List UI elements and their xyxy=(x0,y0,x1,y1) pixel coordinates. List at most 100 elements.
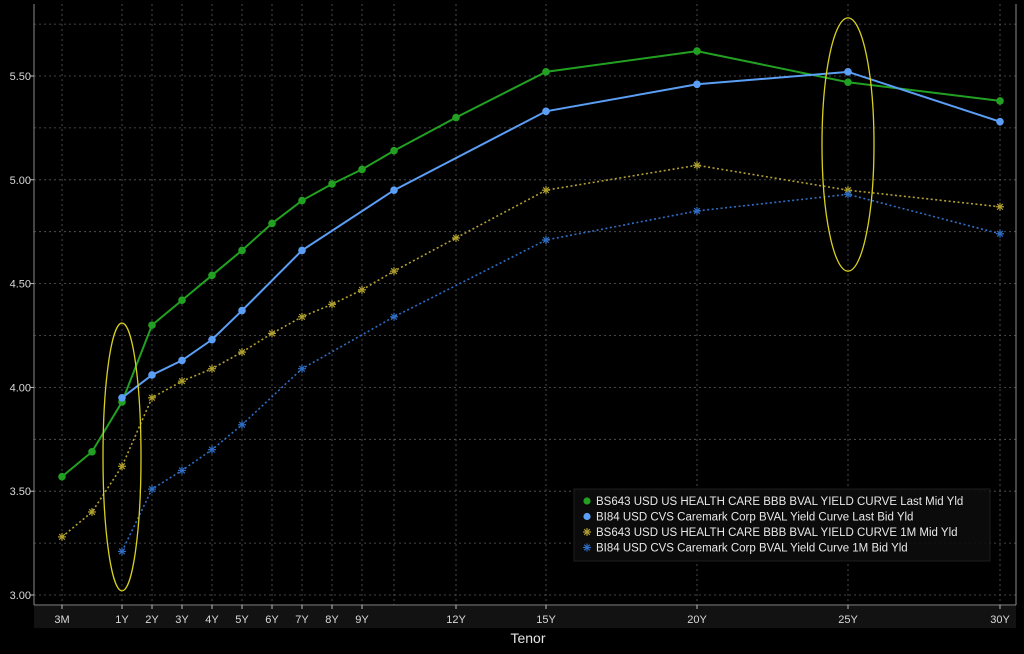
legend-label: BS643 USD US HEALTH CARE BBB BVAL YIELD … xyxy=(596,496,963,508)
data-point xyxy=(268,219,276,228)
data-point xyxy=(148,485,156,494)
data-point xyxy=(996,117,1004,126)
legend-label: BS643 USD US HEALTH CARE BBB BVAL YIELD … xyxy=(596,527,958,539)
data-point xyxy=(542,107,550,116)
x-tick-label: 3Y xyxy=(175,614,189,626)
data-point xyxy=(996,229,1004,238)
data-point xyxy=(178,466,186,475)
legend: BS643 USD US HEALTH CARE BBB BVAL YIELD … xyxy=(573,488,991,562)
data-point xyxy=(238,420,246,429)
y-tick-label: 3.50 xyxy=(10,486,31,498)
data-point xyxy=(118,462,126,471)
data-point xyxy=(148,393,156,402)
x-axis-ticks: 3M 1Y 2Y 3Y 4Y 5Y 6Y 7Y 8Y 9Y 12Y 15Y 20Y 25Y 30Y xyxy=(54,605,1010,626)
x-tick-label: 2Y xyxy=(145,614,159,626)
highlight-ellipse xyxy=(102,322,142,592)
data-point xyxy=(58,532,66,541)
data-point xyxy=(148,321,156,329)
x-tick-label: 20Y xyxy=(687,614,707,626)
x-tick-label: 1Y xyxy=(115,614,129,626)
data-point xyxy=(542,186,550,195)
data-point xyxy=(390,312,398,321)
data-point xyxy=(58,472,66,481)
data-point xyxy=(358,285,366,294)
data-point xyxy=(268,329,276,338)
data-point xyxy=(148,371,156,379)
data-point xyxy=(298,364,306,373)
data-point xyxy=(178,296,186,305)
legend-marker xyxy=(583,528,591,536)
data-point xyxy=(298,196,306,205)
data-point xyxy=(693,47,701,55)
y-tick-label: 5.50 xyxy=(10,71,31,83)
x-tick-label: 12Y xyxy=(446,614,466,626)
x-tick-label: 3M xyxy=(54,614,69,626)
data-point xyxy=(693,161,701,170)
x-tick-label: 25Y xyxy=(838,614,858,626)
x-tick-label: 15Y xyxy=(536,614,556,626)
legend-marker xyxy=(583,512,591,521)
y-tick-label: 4.00 xyxy=(10,382,31,394)
data-point xyxy=(390,267,398,276)
data-point xyxy=(298,312,306,321)
x-tick-label: 5Y xyxy=(235,614,249,626)
data-point xyxy=(88,507,96,516)
data-point xyxy=(996,202,1004,211)
data-point xyxy=(328,180,336,188)
y-tick-label: 4.50 xyxy=(10,279,31,291)
data-point xyxy=(238,246,246,255)
legend-box xyxy=(573,488,991,562)
data-point xyxy=(208,271,216,280)
grid xyxy=(34,4,1016,605)
series-1 xyxy=(58,47,1004,481)
x-tick-label: 7Y xyxy=(295,614,309,626)
x-tick-label: 9Y xyxy=(355,614,369,626)
data-point xyxy=(328,300,336,309)
series-2 xyxy=(118,68,1004,402)
x-tick-label: 4Y xyxy=(205,614,219,626)
series-4 xyxy=(118,190,1004,556)
highlight-ellipse xyxy=(821,17,875,272)
x-tick-label: 8Y xyxy=(325,614,339,626)
legend-label: BI84 USD CVS Caremark Corp BVAL Yield Cu… xyxy=(596,512,913,524)
series-3 xyxy=(58,161,1004,541)
x-axis-title: Tenor xyxy=(510,630,545,646)
data-point xyxy=(542,68,550,76)
y-tick-label: 5.00 xyxy=(10,175,31,187)
series-layer xyxy=(58,47,1004,556)
data-point xyxy=(844,68,852,76)
data-point xyxy=(298,246,306,255)
legend-item: BI84 USD CVS Caremark Corp BVAL Yield Cu… xyxy=(583,543,908,555)
data-point xyxy=(118,547,126,556)
data-point xyxy=(358,165,366,174)
legend-item: BS643 USD US HEALTH CARE BBB BVAL YIELD … xyxy=(583,496,963,508)
x-tick-label: 30Y xyxy=(990,614,1010,626)
data-point xyxy=(208,445,216,454)
x-tick-label: 6Y xyxy=(265,614,279,626)
x-axis-strip xyxy=(34,606,1016,628)
data-point xyxy=(844,78,852,87)
legend-marker xyxy=(583,543,591,552)
legend-label: BI84 USD CVS Caremark Corp BVAL Yield Cu… xyxy=(596,543,908,555)
legend-marker xyxy=(583,497,591,505)
data-point xyxy=(693,206,701,215)
data-point xyxy=(693,80,701,89)
highlight-ellipses xyxy=(102,17,875,592)
data-point xyxy=(238,348,246,357)
data-point xyxy=(390,186,398,194)
data-point xyxy=(178,377,186,386)
y-axis-ticks: 3.00 3.50 4.00 4.50 5.00 5.50 xyxy=(10,71,34,602)
data-point xyxy=(390,146,398,155)
data-point xyxy=(178,356,186,365)
data-point xyxy=(208,364,216,373)
legend-item: BS643 USD US HEALTH CARE BBB BVAL YIELD … xyxy=(583,527,958,539)
data-point xyxy=(452,113,460,122)
data-point xyxy=(542,236,550,245)
y-tick-label: 3.00 xyxy=(10,590,31,602)
legend-item: BI84 USD CVS Caremark Corp BVAL Yield Cu… xyxy=(583,512,913,524)
data-point xyxy=(238,306,246,315)
data-point xyxy=(844,190,852,199)
data-point xyxy=(118,393,126,402)
axes xyxy=(33,4,1017,628)
